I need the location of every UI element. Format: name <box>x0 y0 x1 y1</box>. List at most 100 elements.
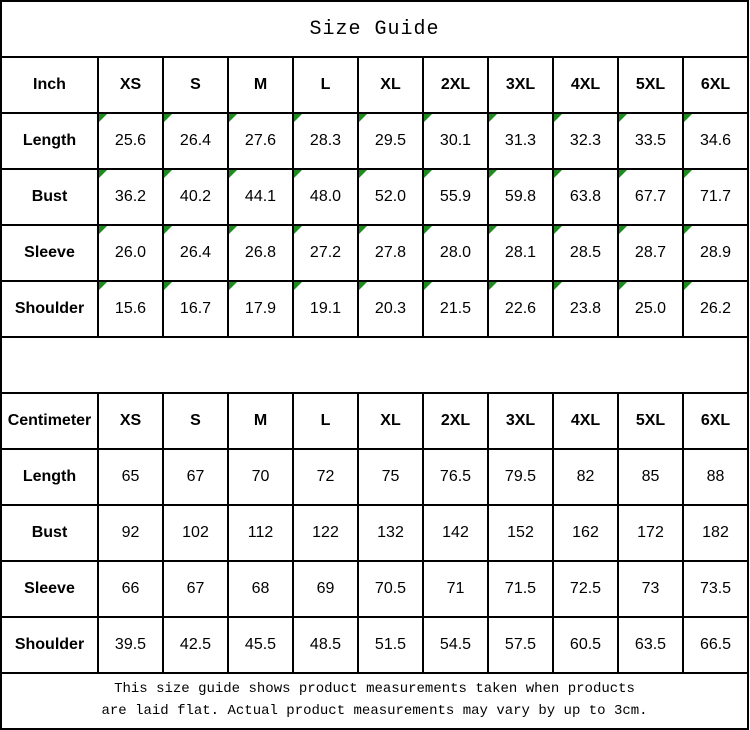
inch-size-header-l: L <box>292 56 359 114</box>
gap-row <box>0 336 750 394</box>
inch-sleeve-l: 27.2 <box>292 224 359 282</box>
size-value: 82 <box>576 468 595 485</box>
green-corner-triangle-icon <box>295 115 302 122</box>
size-value: 67.7 <box>634 188 667 205</box>
inch-length-3xl: 31.3 <box>487 112 554 170</box>
inch-table-section: Inch XS S M L XL 2XL 3XL 4XL 5XL 6XL Length 25.6 26.4… <box>0 56 750 338</box>
size-value: 19.1 <box>309 300 342 317</box>
centimeter-shoulder-3xl: 57.5 <box>487 616 554 674</box>
size-value: 27.8 <box>374 244 407 261</box>
size-value: 17.9 <box>244 300 277 317</box>
centimeter-sleeve-2xl: 71 <box>422 560 489 618</box>
inch-label-shoulder: Shoulder <box>0 280 99 338</box>
centimeter-length-s: 67 <box>162 448 229 506</box>
size-value: 51.5 <box>374 636 407 653</box>
green-corner-triangle-icon <box>165 171 172 178</box>
inch-sleeve-4xl: 28.5 <box>552 224 619 282</box>
size-value: 55.9 <box>439 188 472 205</box>
centimeter-row-length: Length 65 67 70 72 75 76.5 79.5 82 85 88 <box>0 448 750 506</box>
title-section: Size Guide <box>0 0 750 58</box>
inch-length-5xl: 33.5 <box>617 112 684 170</box>
size-value: 172 <box>637 524 664 541</box>
green-corner-triangle-icon <box>620 227 627 234</box>
size-value: 39.5 <box>114 636 147 653</box>
centimeter-shoulder-xs: 39.5 <box>97 616 164 674</box>
centimeter-sleeve-6xl: 73.5 <box>681 560 750 618</box>
centimeter-length-xl: 75 <box>357 448 424 506</box>
inch-sleeve-3xl: 28.1 <box>487 224 554 282</box>
size-value: 71 <box>446 580 465 597</box>
size-value: 72 <box>316 468 335 485</box>
size-value: 54.5 <box>439 636 472 653</box>
size-value: 71.5 <box>504 580 537 597</box>
inch-bust-6xl: 71.7 <box>681 168 750 226</box>
size-value: 63.5 <box>634 636 667 653</box>
centimeter-size-header-3xl: 3XL <box>487 392 554 450</box>
centimeter-unit-header-cell: Centimeter <box>0 392 99 450</box>
size-value: 42.5 <box>179 636 212 653</box>
centimeter-label-shoulder: Shoulder <box>0 616 99 674</box>
centimeter-size-header-6xl: 6XL <box>681 392 750 450</box>
size-value: 29.5 <box>374 132 407 149</box>
size-value: 16.7 <box>179 300 212 317</box>
size-value: 79.5 <box>504 468 537 485</box>
inch-label-length: Length <box>0 112 99 170</box>
inch-length-xl: 29.5 <box>357 112 424 170</box>
inch-header-row: Inch XS S M L XL 2XL 3XL 4XL 5XL 6XL <box>0 56 750 114</box>
inch-length-6xl: 34.6 <box>681 112 750 170</box>
size-value: 67 <box>186 580 205 597</box>
inch-bust-2xl: 55.9 <box>422 168 489 226</box>
centimeter-length-6xl: 88 <box>681 448 750 506</box>
size-value: 28.5 <box>569 244 602 261</box>
green-corner-triangle-icon <box>620 115 627 122</box>
centimeter-shoulder-5xl: 63.5 <box>617 616 684 674</box>
green-corner-triangle-icon <box>100 115 107 122</box>
size-value: 40.2 <box>179 188 212 205</box>
size-value: 26.4 <box>179 244 212 261</box>
footer-row: This size guide shows product measuremen… <box>0 672 750 730</box>
footer-section: This size guide shows product measuremen… <box>0 672 750 730</box>
size-value: 26.8 <box>244 244 277 261</box>
inch-shoulder-m: 17.9 <box>227 280 294 338</box>
size-value: 142 <box>442 524 469 541</box>
inch-bust-5xl: 67.7 <box>617 168 684 226</box>
size-value: 73.5 <box>699 580 732 597</box>
centimeter-sleeve-4xl: 72.5 <box>552 560 619 618</box>
size-value: 33.5 <box>634 132 667 149</box>
green-corner-triangle-icon <box>100 283 107 290</box>
size-value: 28.7 <box>634 244 667 261</box>
inch-length-m: 27.6 <box>227 112 294 170</box>
size-value: 34.6 <box>699 132 732 149</box>
size-value: 69 <box>316 580 335 597</box>
measurement-note: This size guide shows product measuremen… <box>0 672 750 730</box>
centimeter-row-bust: Bust 92 102 112 122 132 142 152 162 172 182 <box>0 504 750 562</box>
green-corner-triangle-icon <box>295 171 302 178</box>
size-value: 28.1 <box>504 244 537 261</box>
size-value: 152 <box>507 524 534 541</box>
inch-length-s: 26.4 <box>162 112 229 170</box>
size-value: 28.9 <box>699 244 732 261</box>
size-value: 25.6 <box>114 132 147 149</box>
centimeter-size-header-4xl: 4XL <box>552 392 619 450</box>
centimeter-size-header-l: L <box>292 392 359 450</box>
inch-shoulder-6xl: 26.2 <box>681 280 750 338</box>
green-corner-triangle-icon <box>360 227 367 234</box>
green-corner-triangle-icon <box>555 227 562 234</box>
size-value: 15.6 <box>114 300 147 317</box>
size-value: 52.0 <box>374 188 407 205</box>
inch-bust-3xl: 59.8 <box>487 168 554 226</box>
inch-size-header-s: S <box>162 56 229 114</box>
size-value: 75 <box>381 468 400 485</box>
size-value: 28.3 <box>309 132 342 149</box>
size-value: 70 <box>251 468 270 485</box>
inch-label-sleeve: Sleeve <box>0 224 99 282</box>
size-value: 132 <box>377 524 404 541</box>
size-value: 88 <box>706 468 725 485</box>
centimeter-bust-s: 102 <box>162 504 229 562</box>
green-corner-triangle-icon <box>100 227 107 234</box>
centimeter-size-header-xs: XS <box>97 392 164 450</box>
size-value: 68 <box>251 580 270 597</box>
inch-size-header-xl: XL <box>357 56 424 114</box>
size-value: 26.4 <box>179 132 212 149</box>
size-value: 44.1 <box>244 188 277 205</box>
